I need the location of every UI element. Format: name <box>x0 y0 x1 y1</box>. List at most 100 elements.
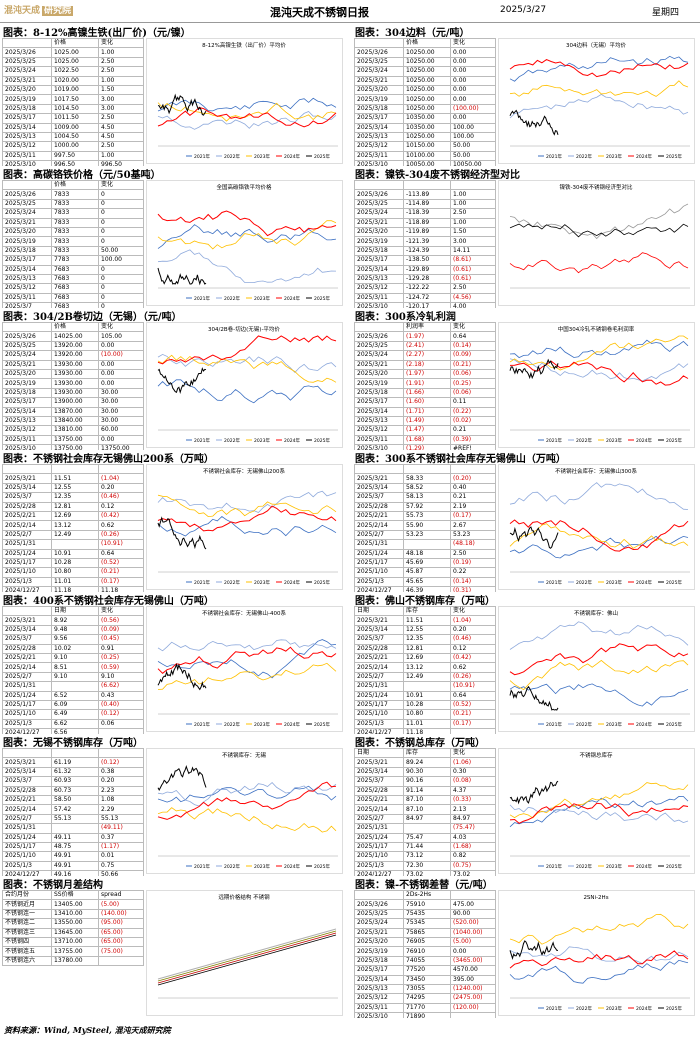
table-row: 2025/2/21 58.50 1.08 <box>2 794 145 806</box>
table-cell: 2025/3/13 <box>354 273 404 285</box>
table-cell: 58.33 <box>403 473 451 484</box>
data-table: 价格 变化 2025/3/26 10250.00 0.00 2025/3/25 10250.… <box>354 37 497 166</box>
table-cell <box>144 558 145 567</box>
table-cell: 61.19 <box>51 757 99 768</box>
table-cell <box>496 341 497 350</box>
table-cell <box>144 568 145 577</box>
table-header-cell <box>144 749 145 758</box>
table-cell <box>496 956 497 965</box>
table-cell: 2025/3/10 <box>354 1012 404 1018</box>
legend-label: 2023年 <box>254 863 270 870</box>
table-cell: 50.00 <box>450 150 496 162</box>
panel-p8: 图表：300系不锈钢社会库存无锡佛山（万吨） 2025/3/21 58.33 (0.2… <box>352 450 697 592</box>
table-cell: 7833 <box>51 217 99 228</box>
legend-label: 2024年 <box>636 153 652 160</box>
table-cell <box>496 682 497 691</box>
table-cell: 10100.00 <box>403 150 451 162</box>
table-cell: 2025/2/21 <box>2 510 52 522</box>
series-line <box>157 928 337 980</box>
table-cell: 2025/3/20 <box>354 84 404 96</box>
table-header-row: 价格 变化 <box>2 37 145 49</box>
table-row: 2025/1/24 10.91 0.64 <box>2 548 145 559</box>
table-cell: (1.71) <box>403 406 451 417</box>
table-row: 2025/3/14 90.30 0.30 <box>354 766 497 778</box>
chart: 不锈钢库存：佛山 2021年 2022年 2023年 2024年 2025年 <box>498 606 695 732</box>
table-cell <box>496 48 497 57</box>
series-line <box>509 93 689 119</box>
table-cell: 13750.00 <box>98 444 144 450</box>
table-cell: 10050.00 <box>450 160 496 166</box>
table-cell: (140.00) <box>98 908 144 920</box>
table-cell: 2025/1/31 <box>354 823 404 834</box>
table-row: 2025/3/21 8.92 (0.56) <box>2 615 145 626</box>
legend-label: 2021年 <box>546 579 562 586</box>
panel-title: 图表：高碳铬铁价格（元/50基吨） <box>3 170 161 181</box>
series-line <box>157 220 337 250</box>
legend-label: 2024年 <box>636 579 652 586</box>
table-cell <box>144 786 145 795</box>
table-cell <box>144 900 145 909</box>
table-header-cell <box>496 891 497 900</box>
legend-label: 2023年 <box>254 295 270 302</box>
chart-title: 镍铁-304废不锈钢经济型对比 <box>560 183 633 191</box>
table-cell <box>496 909 497 918</box>
table-cell <box>144 388 145 397</box>
table-cell: 9.10 <box>51 671 99 683</box>
table-row: 不锈钢近月 13405.00 (5.00) <box>2 899 145 910</box>
table-row: 2025/2/28 12.81 0.12 <box>354 643 497 654</box>
legend-label: 2021年 <box>194 863 210 870</box>
table-header-cell <box>450 179 496 191</box>
company-logo: 混沌天成 研究院 <box>4 3 74 16</box>
table-row: 2025/3/24 -118.39 2.50 <box>354 208 497 219</box>
table-cell <box>496 388 497 397</box>
table-header-cell: 日期 <box>51 605 99 617</box>
legend-label: 2021年 <box>194 579 210 586</box>
table-cell <box>496 407 497 416</box>
data-table: 2025/3/21 61.19 (0.12) 2025/3/14 61.32 0.38 20… <box>2 747 145 876</box>
table-row: 2025/2/21 87.10 (0.33) <box>354 794 497 806</box>
table-cell: 4.50 <box>98 122 144 133</box>
series-line <box>509 523 689 549</box>
table-row: 2025/3/7 58.13 0.21 <box>354 492 497 503</box>
chart: 中国304冷轧不锈钢卷毛利润率 2021年 2022年 2023年 2024年 2025年 <box>498 322 695 448</box>
table-cell <box>98 728 144 734</box>
series-line <box>509 946 689 965</box>
table-cell: 2025/3/14 <box>354 624 404 636</box>
series-line <box>509 358 689 382</box>
table-cell: 2025/3/19 <box>354 378 404 389</box>
table-row: 2025/3/10 13750.00 13750.00 <box>2 444 145 450</box>
table-cell: 2025/3/26 <box>354 899 404 910</box>
legend-label: 2025年 <box>314 437 330 444</box>
table-cell <box>144 199 145 208</box>
table-cell: 1017.50 <box>51 94 99 105</box>
table-cell: 0 <box>98 292 144 304</box>
table-cell <box>144 85 145 94</box>
table-cell: 13750.00 <box>51 434 99 446</box>
table-cell: 7833 <box>51 208 99 219</box>
panel-p4: 图表：镍铁-304废不锈钢经济型对比 2025/3/26 -113.89 1.00 20… <box>352 166 697 308</box>
table-cell: 4570.00 <box>450 965 496 976</box>
series-line <box>509 335 689 371</box>
table-cell: 1.00 <box>98 75 144 86</box>
table-cell <box>496 824 497 833</box>
table-cell: 1025.00 <box>51 47 99 58</box>
table-cell: 2025/3/18 <box>2 387 52 399</box>
table-cell <box>496 502 497 511</box>
table-header-cell <box>496 749 497 758</box>
table-cell: 2025/3/26 <box>2 47 52 58</box>
series-line <box>509 80 689 97</box>
table-cell <box>496 132 497 141</box>
chart: 不锈钢社会库存：无锡佛山300系 2021年 2022年 2023年 2024年 2025… <box>498 464 695 590</box>
table-cell: 13930.00 <box>51 368 99 380</box>
table-cell: 2025/3/26 <box>354 331 404 342</box>
table-cell: 13840.00 <box>51 415 99 427</box>
table-cell: 75345 <box>403 918 451 929</box>
table-cell: 7683 <box>51 292 99 304</box>
table-row: 2025/3/10 -120.17 4.00 <box>354 302 497 308</box>
table-header-cell <box>144 607 145 616</box>
table-row: 2025/1/3 49.91 0.75 <box>2 860 145 872</box>
table-cell: 2025/3/19 <box>2 94 52 105</box>
table-row: 2024/12/27 46.39 (0.31) <box>354 586 497 592</box>
series-line <box>509 685 559 711</box>
chart: 远期价格结构 不锈钢 <box>146 890 343 1016</box>
